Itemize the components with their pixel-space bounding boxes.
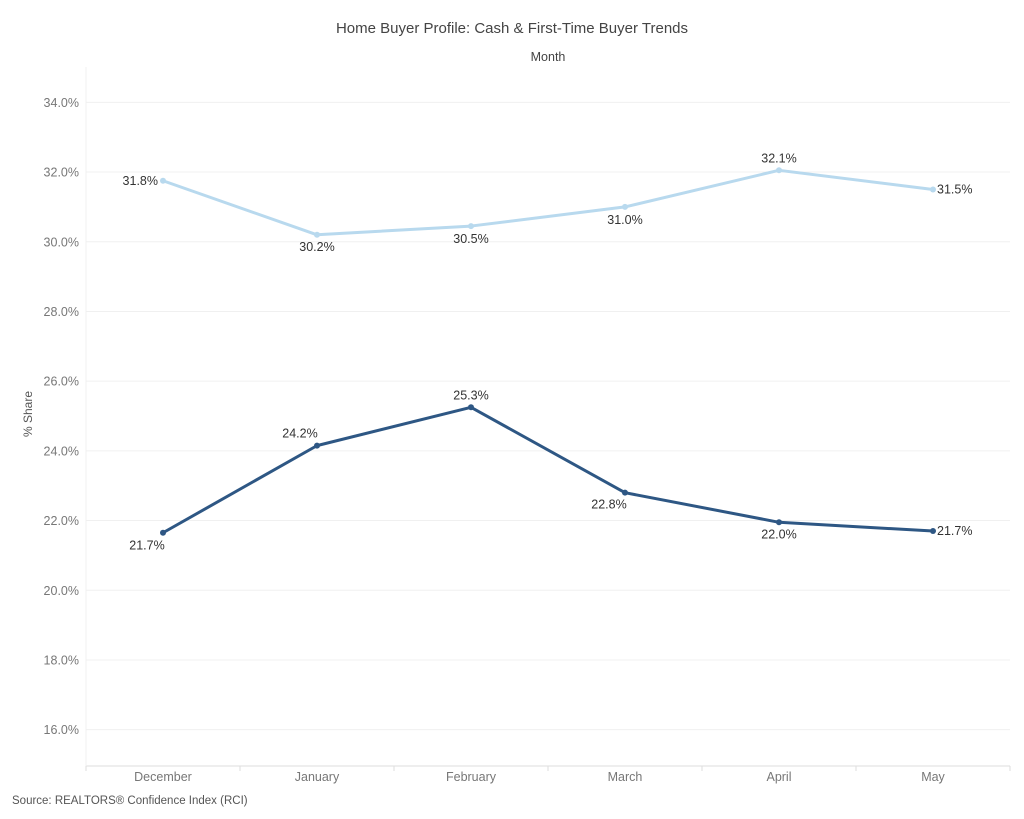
x-axis: December January February March April May bbox=[85, 67, 1011, 784]
data-label: 31.0% bbox=[607, 213, 642, 227]
data-label: 22.8% bbox=[591, 498, 626, 512]
y-tick-label: 34.0% bbox=[44, 96, 79, 110]
y-tick-labels: 16.0% 18.0% 20.0% 22.0% 24.0% 26.0% 28.0% 30.0%… bbox=[44, 96, 79, 737]
x-axis-label: Month bbox=[531, 50, 566, 64]
x-tick-label: February bbox=[446, 770, 497, 784]
y-tick-label: 24.0% bbox=[44, 444, 79, 458]
gridlines bbox=[86, 101, 1010, 731]
x-tick-label: January bbox=[295, 770, 340, 784]
data-label: 21.7% bbox=[937, 524, 972, 538]
data-point bbox=[622, 489, 628, 496]
series-group: 31.8% 30.2% 30.5% 31.0% 32.1% 31.5% 21.7% 24.2%… bbox=[123, 151, 973, 552]
data-point bbox=[160, 529, 166, 536]
x-tick-label: March bbox=[608, 770, 643, 784]
data-label: 21.7% bbox=[129, 539, 164, 553]
data-point bbox=[314, 231, 320, 238]
data-label: 30.5% bbox=[453, 232, 488, 246]
data-point bbox=[930, 186, 936, 193]
x-tick-label: December bbox=[134, 770, 192, 784]
y-tick-label: 20.0% bbox=[44, 584, 79, 598]
source-note: Source: REALTORS® Confidence Index (RCI) bbox=[12, 795, 248, 807]
data-point bbox=[160, 177, 166, 184]
data-label: 25.3% bbox=[453, 388, 488, 402]
data-point bbox=[314, 442, 320, 449]
y-tick-label: 32.0% bbox=[44, 166, 79, 180]
series-2: 21.7% 24.2% 25.3% 22.8% 22.0% 21.7% bbox=[129, 388, 972, 552]
y-tick-label: 26.0% bbox=[44, 375, 79, 389]
series-1: 31.8% 30.2% 30.5% 31.0% 32.1% 31.5% bbox=[123, 151, 973, 253]
series-line bbox=[161, 168, 935, 237]
x-tick-label: April bbox=[766, 770, 791, 784]
data-point bbox=[468, 223, 474, 230]
data-label: 22.0% bbox=[761, 527, 796, 541]
data-point bbox=[468, 404, 474, 411]
series-line bbox=[161, 405, 935, 535]
y-axis-label: % Share bbox=[21, 391, 35, 437]
x-tick-label: May bbox=[921, 770, 945, 784]
data-label: 24.2% bbox=[282, 427, 317, 441]
data-point bbox=[776, 519, 782, 526]
data-label: 30.2% bbox=[299, 240, 334, 254]
data-label: 32.1% bbox=[761, 151, 796, 165]
y-tick-label: 18.0% bbox=[44, 653, 79, 667]
y-tick-label: 30.0% bbox=[44, 235, 79, 249]
chart-title: Home Buyer Profile: Cash & First-Time Bu… bbox=[336, 20, 688, 37]
data-label: 31.5% bbox=[937, 182, 972, 196]
y-tick-label: 22.0% bbox=[44, 514, 79, 528]
data-point bbox=[930, 528, 936, 535]
data-point bbox=[776, 167, 782, 174]
y-tick-label: 16.0% bbox=[44, 723, 79, 737]
data-label: 31.8% bbox=[123, 174, 158, 188]
data-point bbox=[622, 203, 628, 210]
y-tick-label: 28.0% bbox=[44, 305, 79, 319]
